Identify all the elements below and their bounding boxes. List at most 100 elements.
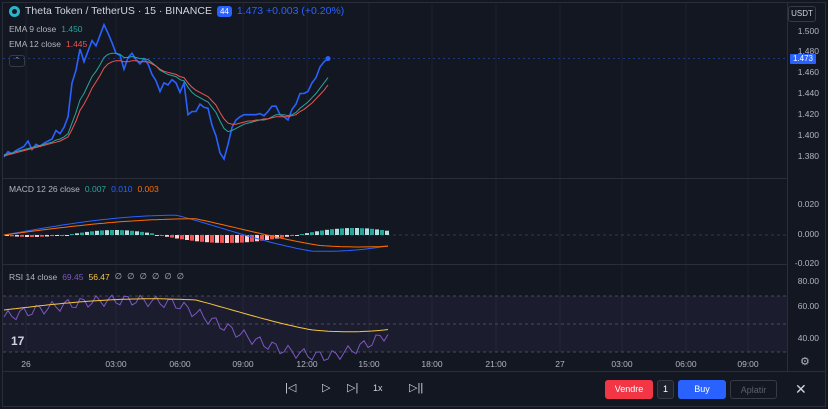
pane-separator-macd — [3, 178, 787, 179]
macd-histogram-bar — [290, 235, 294, 236]
macd-legend[interactable]: MACD 12 26 close 0.007 0.010 0.003 — [9, 184, 159, 194]
macd-histogram-bar — [80, 232, 84, 235]
jump-to-realtime-icon[interactable]: ▷|| — [409, 382, 424, 394]
macd-histogram-bar — [250, 235, 254, 242]
macd-tick: -0.020 — [794, 258, 819, 268]
macd-histogram-bar — [115, 230, 119, 235]
price-line — [3, 22, 329, 162]
current-price-tag: 1.473 — [790, 54, 816, 64]
symbol-header[interactable]: Theta Token / TetherUS · 15 · BINANCE 44… — [9, 5, 344, 17]
macd-histogram-bar — [130, 230, 134, 235]
macd-histogram-bar — [335, 228, 339, 235]
macd-tick: 0.000 — [797, 229, 819, 239]
macd-histogram-bar — [355, 228, 359, 235]
gear-icon[interactable]: ⚙ — [800, 356, 810, 368]
play-icon[interactable]: ▷ — [322, 382, 331, 394]
macd-histogram-bar — [110, 230, 114, 235]
macd-histogram-bar — [65, 235, 69, 236]
macd-histogram-bar — [5, 235, 9, 236]
macd-histogram-bar — [380, 230, 384, 235]
ema12-line — [3, 60, 329, 157]
rsi-ma-line — [3, 298, 389, 333]
ema9-legend[interactable]: EMA 9 close 1.450 — [9, 24, 83, 34]
ema12-legend[interactable]: EMA 12 close 1.445 — [9, 39, 88, 49]
price-tick: 1.460 — [797, 67, 819, 77]
time-tick: 26 — [21, 359, 31, 369]
sell-button[interactable]: Vendre — [605, 380, 653, 399]
step-forward-icon[interactable]: ▷| — [347, 382, 359, 394]
macd-histogram-bar — [135, 231, 139, 235]
macd-histogram-bar — [375, 229, 379, 235]
signal-line — [3, 218, 389, 248]
macd-line — [3, 214, 389, 252]
macd-histogram-bar — [75, 233, 79, 235]
macd-histogram-bar — [150, 233, 154, 235]
time-tick: 06:00 — [675, 359, 697, 369]
macd-histogram-bar — [45, 235, 49, 237]
macd-histogram-bar — [235, 235, 239, 243]
price-axis-separator — [787, 3, 788, 371]
macd-histogram-bar — [190, 235, 194, 241]
macd-histogram-bar — [165, 235, 169, 237]
time-tick: 12:00 — [296, 359, 318, 369]
macd-histogram-bar — [330, 229, 334, 235]
tradingview-logo[interactable]: 17 — [11, 334, 25, 348]
ema9-line — [3, 52, 329, 156]
rsi-tick: 60.00 — [797, 301, 819, 311]
replay-toolbar — [3, 371, 825, 407]
time-tick: 03:00 — [611, 359, 633, 369]
macd-histogram-bar — [270, 235, 274, 240]
flatten-button[interactable]: Aplatir — [730, 380, 777, 399]
close-icon[interactable]: ✕ — [795, 381, 807, 397]
time-tick: 09:00 — [737, 359, 759, 369]
macd-histogram-bar — [10, 235, 14, 237]
macd-histogram-bar — [60, 235, 64, 236]
price-readout: 1.473 +0.003 (+0.20%) — [236, 5, 345, 17]
macd-histogram-bar — [225, 235, 229, 243]
replay-speed-button[interactable]: 1x — [373, 383, 383, 393]
quantity-field[interactable]: 1 — [657, 380, 674, 399]
macd-histogram-bar — [210, 235, 214, 243]
macd-histogram-bar — [25, 235, 29, 237]
time-tick: 15:00 — [358, 359, 380, 369]
macd-histogram-bar — [180, 235, 184, 240]
macd-histogram-bar — [105, 230, 109, 235]
macd-histogram-bar — [315, 231, 319, 235]
macd-histogram-bar — [70, 234, 74, 235]
price-tick: 1.480 — [797, 46, 819, 56]
currency-selector[interactable]: USDT — [788, 6, 816, 22]
macd-histogram-bar — [310, 232, 314, 235]
time-tick: 27 — [555, 359, 565, 369]
symbol-title[interactable]: Theta Token / TetherUS · 15 · BINANCE — [25, 5, 212, 17]
macd-histogram-bar — [50, 235, 54, 237]
badge[interactable]: 44 — [216, 5, 232, 17]
pane-separator-rsi — [3, 264, 787, 265]
macd-histogram-bar — [220, 235, 224, 243]
macd-histogram-bar — [265, 235, 269, 240]
rsi-line — [3, 294, 389, 362]
time-tick: 06:00 — [169, 359, 191, 369]
macd-histogram-bar — [120, 230, 124, 235]
macd-histogram-bar — [185, 235, 189, 240]
macd-histogram-bar — [240, 235, 244, 243]
jump-to-start-icon[interactable]: |◁ — [285, 382, 297, 394]
macd-histogram-bar — [195, 235, 199, 242]
macd-histogram-bar — [245, 235, 249, 243]
macd-histogram-bar — [370, 228, 374, 235]
collapse-legend-button[interactable]: ⌃ — [9, 55, 25, 67]
macd-histogram-bar — [170, 235, 174, 238]
macd-histogram-bar — [40, 235, 44, 237]
rsi-legend[interactable]: RSI 14 close 69.45 56.47 ∅ ∅ ∅ ∅ ∅ ∅ — [9, 271, 185, 282]
macd-histogram-bar — [305, 233, 309, 235]
theta-coin-icon — [9, 5, 20, 17]
macd-histogram-bar — [300, 234, 304, 235]
macd-histogram-bar — [95, 230, 99, 235]
macd-histogram-bar — [340, 228, 344, 235]
macd-histogram-bar — [145, 232, 149, 235]
time-tick: 21:00 — [485, 359, 507, 369]
macd-histogram-bar — [20, 235, 24, 237]
buy-button[interactable]: Buy — [678, 380, 726, 399]
macd-histogram-bar — [35, 235, 39, 237]
